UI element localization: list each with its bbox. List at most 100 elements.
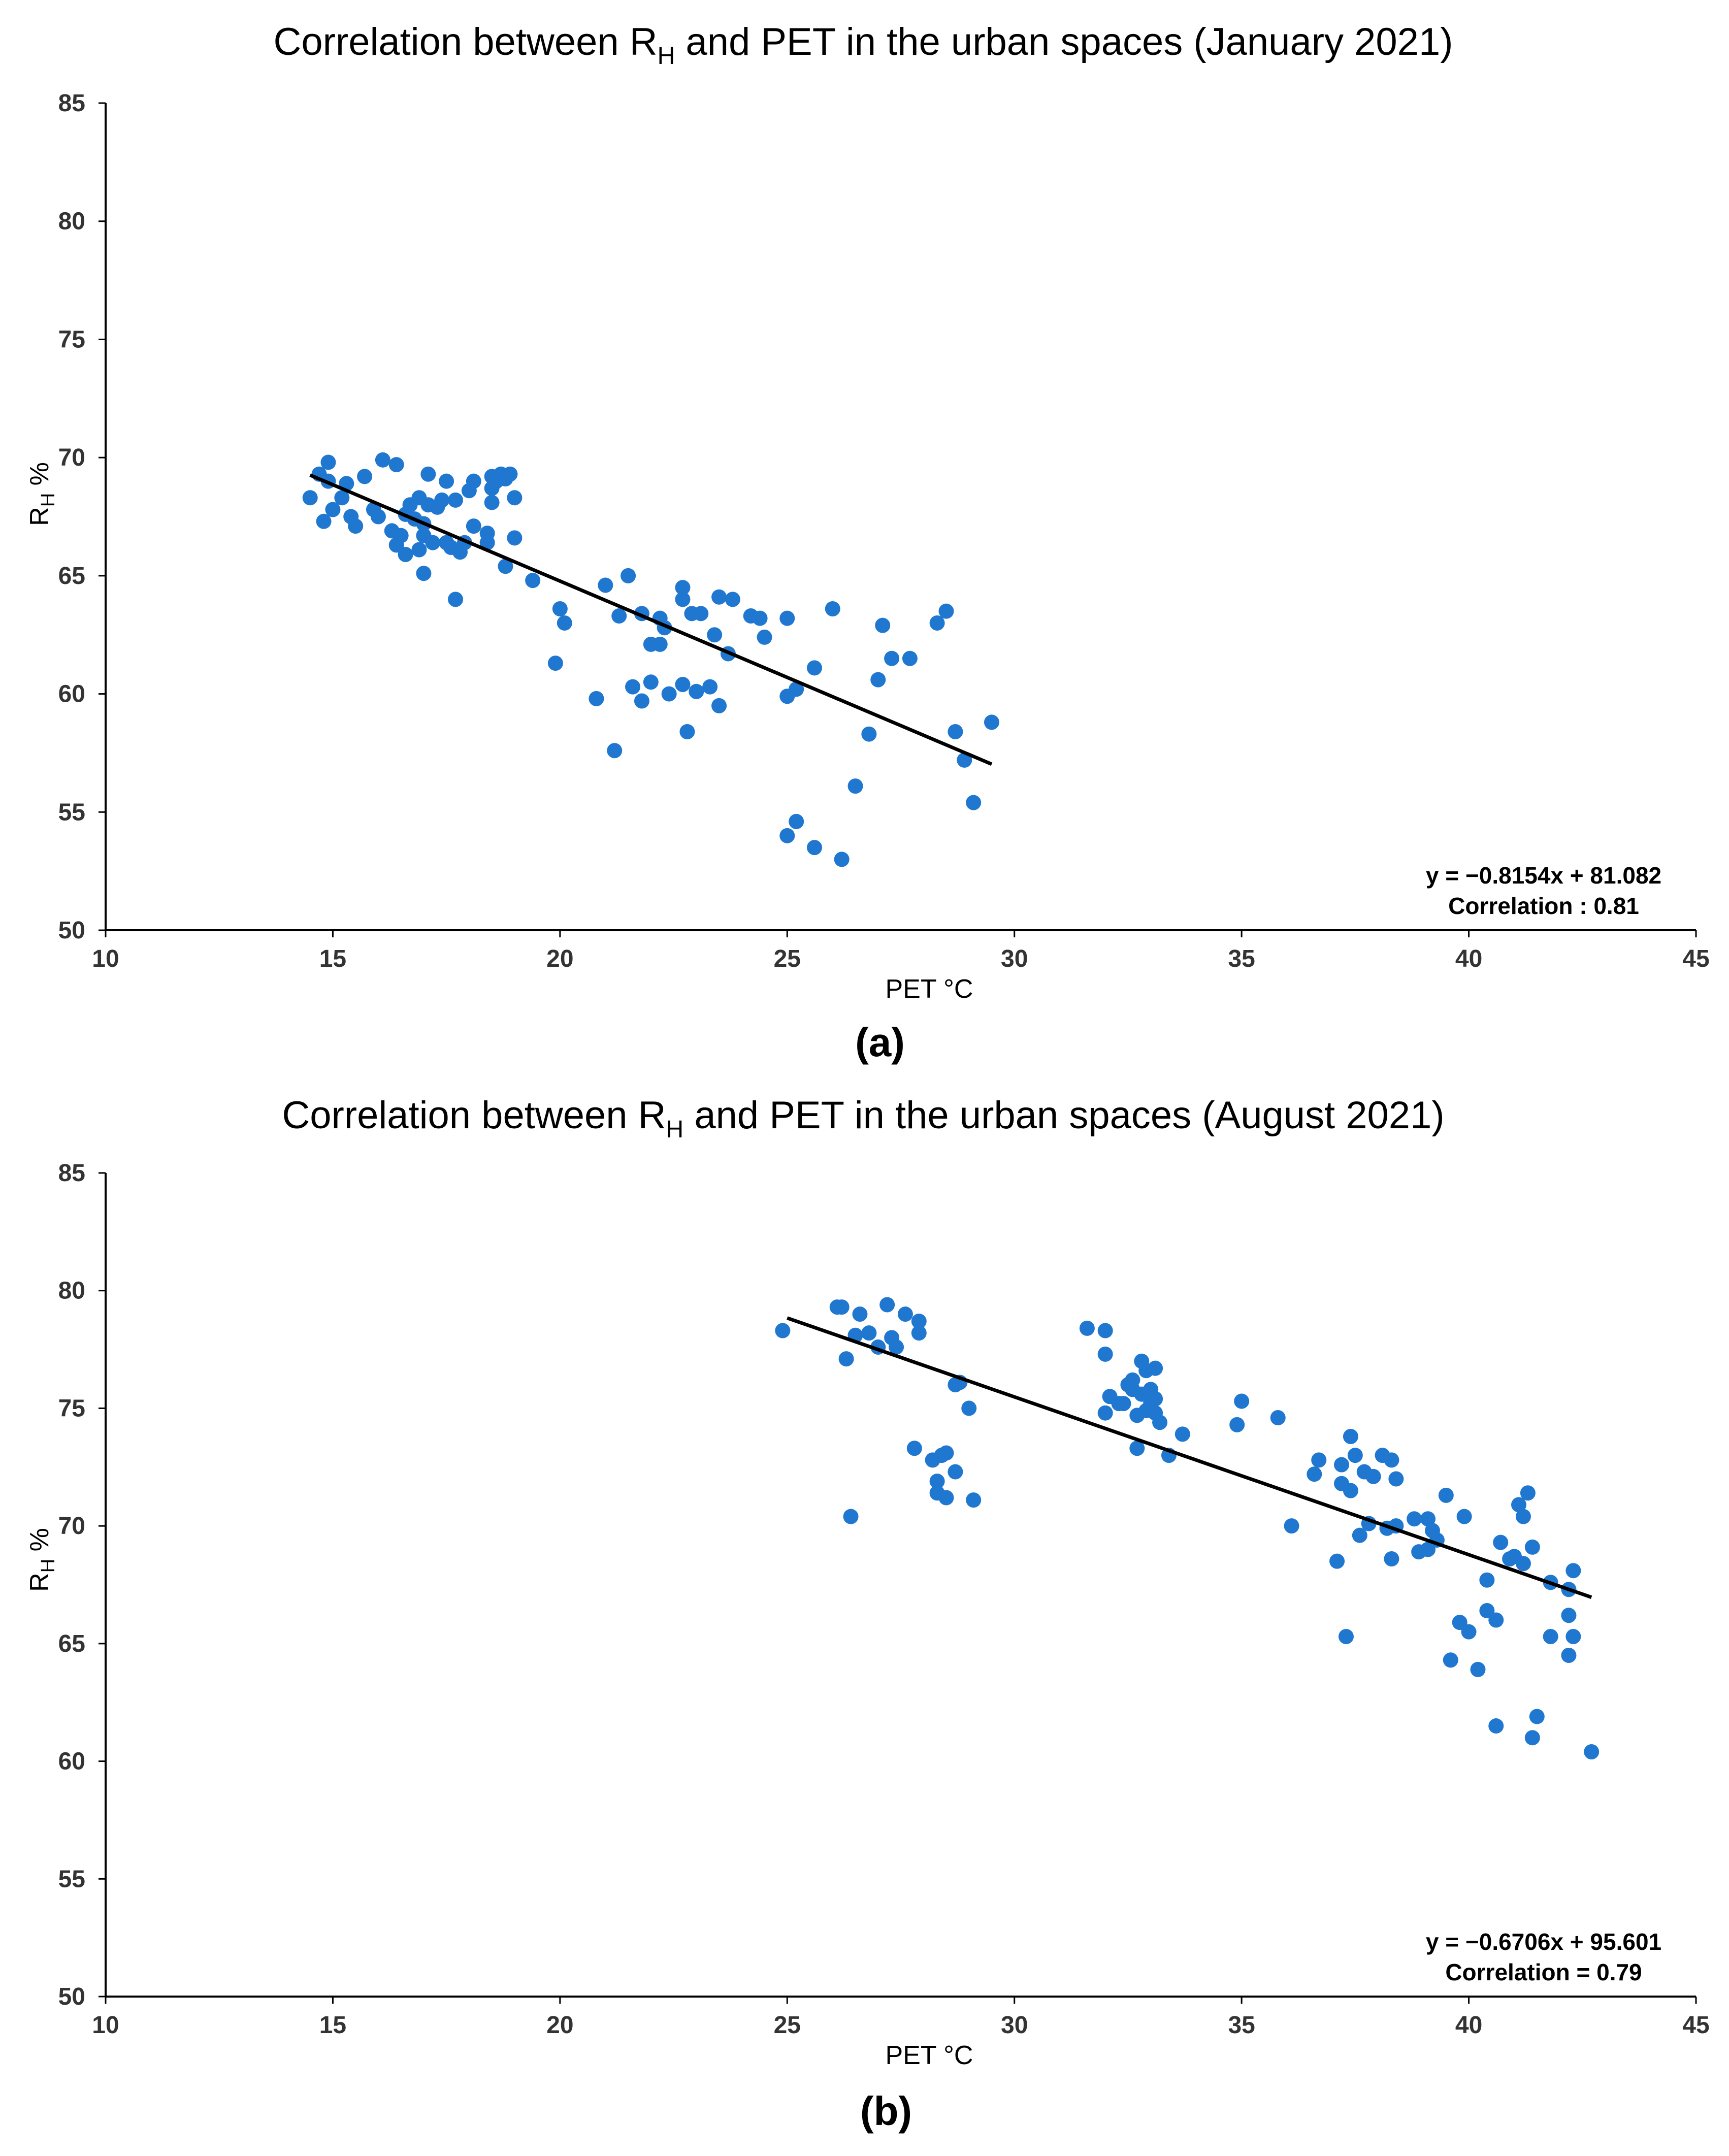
data-point [779, 610, 795, 626]
data-point [1515, 1556, 1531, 1572]
data-point [557, 615, 572, 631]
x-tick-label: 10 [92, 2012, 119, 2039]
data-point [1097, 1323, 1113, 1338]
data-point [1461, 1624, 1477, 1640]
data-point [711, 698, 727, 713]
x-tick-label: 35 [1228, 945, 1255, 972]
data-point [334, 490, 350, 506]
data-point [938, 1445, 954, 1461]
data-point [502, 466, 518, 482]
data-point [589, 691, 604, 706]
y-tick-label: 70 [58, 444, 85, 471]
x-tick-label: 30 [1001, 2012, 1028, 2039]
x-axis-label: PET °C [886, 2041, 973, 2070]
data-point [448, 592, 464, 607]
data-point [775, 1323, 791, 1338]
x-tick-label: 10 [92, 945, 119, 972]
data-point [1515, 1509, 1531, 1524]
x-tick-label: 25 [774, 945, 801, 972]
y-axis-label: RH % [25, 1528, 59, 1592]
data-point [752, 610, 768, 626]
data-point [1561, 1648, 1577, 1663]
chart-title: Correlation between RH and PET in the ur… [282, 1094, 1444, 1143]
data-point [789, 813, 804, 829]
y-axis-label: RH % [25, 462, 59, 526]
data-point [316, 513, 332, 529]
data-point [634, 693, 649, 709]
data-point [1420, 1542, 1436, 1557]
data-point [1352, 1527, 1367, 1543]
x-tick-label: 40 [1455, 945, 1482, 972]
data-point [1479, 1603, 1495, 1618]
data-point [320, 454, 336, 470]
data-point [479, 535, 495, 550]
data-point [806, 840, 822, 856]
x-tick-label: 40 [1455, 2012, 1482, 2039]
data-point [1079, 1320, 1095, 1336]
data-point [1524, 1730, 1540, 1746]
data-point [984, 714, 999, 730]
data-point [1365, 1468, 1381, 1484]
data-point [1565, 1563, 1581, 1579]
data-point [1511, 1497, 1527, 1513]
data-point [861, 1325, 877, 1341]
data-point [1438, 1487, 1454, 1503]
data-point [507, 530, 523, 546]
data-point [902, 650, 918, 666]
data-point [484, 495, 500, 510]
data-point [1338, 1628, 1354, 1644]
data-point [843, 1509, 859, 1524]
data-point [1561, 1608, 1577, 1623]
data-point [825, 601, 840, 617]
data-point [643, 674, 659, 690]
data-point [1520, 1485, 1536, 1501]
data-point [652, 636, 668, 652]
data-point [302, 490, 318, 506]
data-point [834, 852, 850, 867]
data-point [948, 724, 963, 740]
data-point [1443, 1652, 1458, 1668]
data-point [1529, 1709, 1545, 1724]
data-point [1343, 1483, 1358, 1498]
data-point [1452, 1615, 1467, 1630]
data-point [1488, 1612, 1504, 1628]
chart-january: Correlation between RH and PET in the ur… [25, 20, 1710, 1065]
y-tick-label: 55 [58, 1866, 85, 1892]
y-tick-label: 55 [58, 799, 85, 826]
data-point [1097, 1346, 1113, 1362]
data-point [357, 469, 373, 484]
correlation-label: Correlation = 0.79 [1445, 1959, 1642, 1985]
data-point [852, 1306, 868, 1322]
y-tick-label: 80 [58, 208, 85, 235]
trendline-equation: y = −0.8154x + 81.082 [1426, 862, 1661, 889]
y-tick-label: 75 [58, 1395, 85, 1422]
data-point [906, 1441, 922, 1456]
data-point [370, 509, 386, 525]
data-point [448, 492, 464, 508]
data-point [1479, 1572, 1495, 1588]
data-point [861, 726, 877, 742]
data-point [621, 568, 636, 583]
data-point [884, 650, 900, 666]
data-point [870, 672, 886, 688]
data-point [689, 683, 704, 699]
data-point [1384, 1452, 1399, 1468]
data-point [1148, 1360, 1163, 1376]
data-point [693, 606, 709, 622]
x-tick-label: 20 [546, 945, 573, 972]
data-point [547, 656, 563, 671]
data-point [875, 617, 891, 633]
y-tick-label: 65 [58, 1630, 85, 1657]
x-tick-label: 45 [1682, 2012, 1709, 2039]
data-point [552, 601, 568, 617]
data-point [411, 542, 427, 558]
data-point [702, 679, 718, 695]
data-point [393, 528, 409, 543]
data-point [1470, 1661, 1486, 1677]
y-tick-label: 70 [58, 1513, 85, 1540]
data-point [806, 660, 822, 676]
data-point [1488, 1718, 1504, 1734]
correlation-label: Correlation : 0.81 [1448, 893, 1639, 919]
data-point [847, 778, 863, 794]
